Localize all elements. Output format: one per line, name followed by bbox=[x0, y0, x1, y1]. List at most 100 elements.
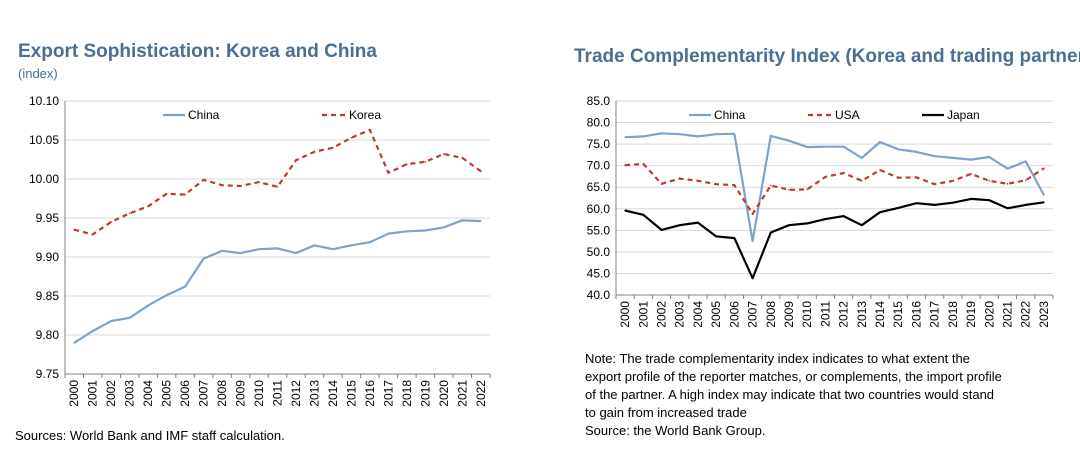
data-point bbox=[715, 183, 717, 186]
data-point bbox=[443, 153, 445, 155]
data-point bbox=[952, 179, 954, 182]
data-point bbox=[184, 193, 186, 196]
data-point bbox=[879, 169, 881, 171]
x-tick-label: 2007 bbox=[197, 380, 211, 407]
x-tick-label: 2008 bbox=[215, 380, 229, 407]
data-point bbox=[861, 179, 863, 182]
data-point bbox=[733, 184, 736, 186]
data-point bbox=[933, 183, 936, 186]
x-tick-label: 2015 bbox=[344, 380, 358, 407]
y-tick-label: 9.95 bbox=[36, 211, 60, 225]
data-point bbox=[751, 240, 754, 242]
data-point bbox=[239, 185, 242, 187]
data-point bbox=[861, 157, 863, 159]
x-tick-label: 2016 bbox=[363, 380, 377, 407]
data-point bbox=[952, 201, 954, 204]
data-point bbox=[788, 224, 790, 226]
x-tick-label: 2004 bbox=[141, 380, 155, 407]
data-point bbox=[824, 218, 827, 220]
x-tick-label: 2022 bbox=[474, 380, 488, 407]
data-point bbox=[642, 214, 645, 216]
data-point bbox=[769, 231, 772, 234]
x-tick-label: 2004 bbox=[691, 301, 705, 328]
data-point bbox=[221, 249, 223, 252]
data-point bbox=[879, 141, 881, 143]
x-tick-label: 2021 bbox=[455, 380, 469, 407]
x-tick-label: 2012 bbox=[289, 380, 303, 407]
y-tick-label: 50.0 bbox=[587, 245, 611, 259]
x-tick-label: 2013 bbox=[855, 301, 869, 328]
x-tick-label: 2018 bbox=[946, 301, 960, 328]
data-point bbox=[110, 221, 112, 223]
data-point bbox=[952, 157, 954, 159]
data-point bbox=[369, 129, 371, 131]
data-point bbox=[1024, 160, 1027, 163]
data-point bbox=[824, 145, 827, 148]
data-point bbox=[751, 213, 754, 215]
data-point bbox=[751, 277, 754, 279]
data-point bbox=[988, 199, 991, 201]
x-tick-label: 2014 bbox=[873, 301, 887, 328]
data-point bbox=[73, 228, 76, 231]
data-point bbox=[332, 248, 334, 250]
x-tick-label: 2003 bbox=[673, 301, 687, 328]
data-point bbox=[915, 176, 918, 179]
x-tick-label: 2000 bbox=[618, 301, 632, 328]
data-point bbox=[715, 133, 717, 135]
x-tick-label: 2019 bbox=[418, 380, 432, 407]
data-point bbox=[369, 241, 371, 243]
x-tick-label: 2015 bbox=[891, 301, 905, 328]
note-line: export profile of the reporter matches, … bbox=[585, 369, 1002, 384]
data-point bbox=[933, 155, 936, 157]
x-tick-label: 2018 bbox=[400, 380, 414, 407]
x-tick-label: 2017 bbox=[928, 301, 942, 328]
data-point bbox=[147, 205, 149, 208]
legend-label: Japan bbox=[947, 108, 980, 122]
data-point bbox=[202, 257, 205, 260]
data-point bbox=[1024, 204, 1027, 206]
data-point bbox=[678, 133, 681, 135]
data-point bbox=[915, 151, 918, 153]
y-tick-label: 80.0 bbox=[587, 116, 611, 130]
data-point bbox=[970, 198, 972, 200]
y-tick-label: 75.0 bbox=[587, 137, 611, 151]
left-chart-title: Export Sophistication: Korea and China bbox=[18, 41, 377, 62]
x-tick-label: 2010 bbox=[252, 380, 266, 407]
x-tick-label: 2007 bbox=[746, 301, 760, 328]
x-tick-label: 2016 bbox=[909, 301, 923, 328]
y-tick-label: 85.0 bbox=[587, 94, 611, 108]
y-tick-label: 9.85 bbox=[36, 289, 60, 303]
data-point bbox=[128, 317, 131, 319]
legend-label: China bbox=[188, 108, 220, 122]
data-point bbox=[424, 161, 427, 163]
y-tick-label: 40.0 bbox=[587, 288, 611, 302]
data-point bbox=[73, 342, 76, 344]
x-tick-label: 2005 bbox=[160, 380, 174, 407]
x-tick-label: 2013 bbox=[307, 380, 321, 407]
y-tick-label: 60.0 bbox=[587, 202, 611, 216]
data-point bbox=[350, 244, 353, 247]
series-line-china bbox=[625, 132, 1045, 243]
x-tick-label: 2009 bbox=[234, 380, 248, 407]
series-line-korea bbox=[73, 128, 482, 236]
data-point bbox=[806, 222, 808, 225]
data-point bbox=[406, 163, 408, 165]
data-point bbox=[424, 229, 427, 232]
data-point bbox=[1006, 167, 1009, 170]
data-point bbox=[91, 330, 94, 332]
data-point bbox=[933, 204, 936, 206]
data-point bbox=[642, 135, 645, 138]
legend-label: USA bbox=[835, 108, 860, 122]
data-point bbox=[147, 304, 149, 307]
series-line-usa bbox=[625, 162, 1045, 216]
data-point bbox=[258, 248, 260, 250]
x-tick-label: 2010 bbox=[800, 301, 814, 328]
x-tick-label: 2003 bbox=[123, 380, 137, 407]
y-tick-label: 10.00 bbox=[29, 172, 59, 186]
data-point bbox=[842, 145, 845, 148]
x-tick-label: 2020 bbox=[982, 301, 996, 328]
note-line: of the partner. A high index may indicat… bbox=[585, 387, 995, 402]
data-point bbox=[1006, 207, 1009, 210]
legend-label: Korea bbox=[349, 108, 381, 122]
x-tick-label: 2011 bbox=[271, 380, 285, 406]
